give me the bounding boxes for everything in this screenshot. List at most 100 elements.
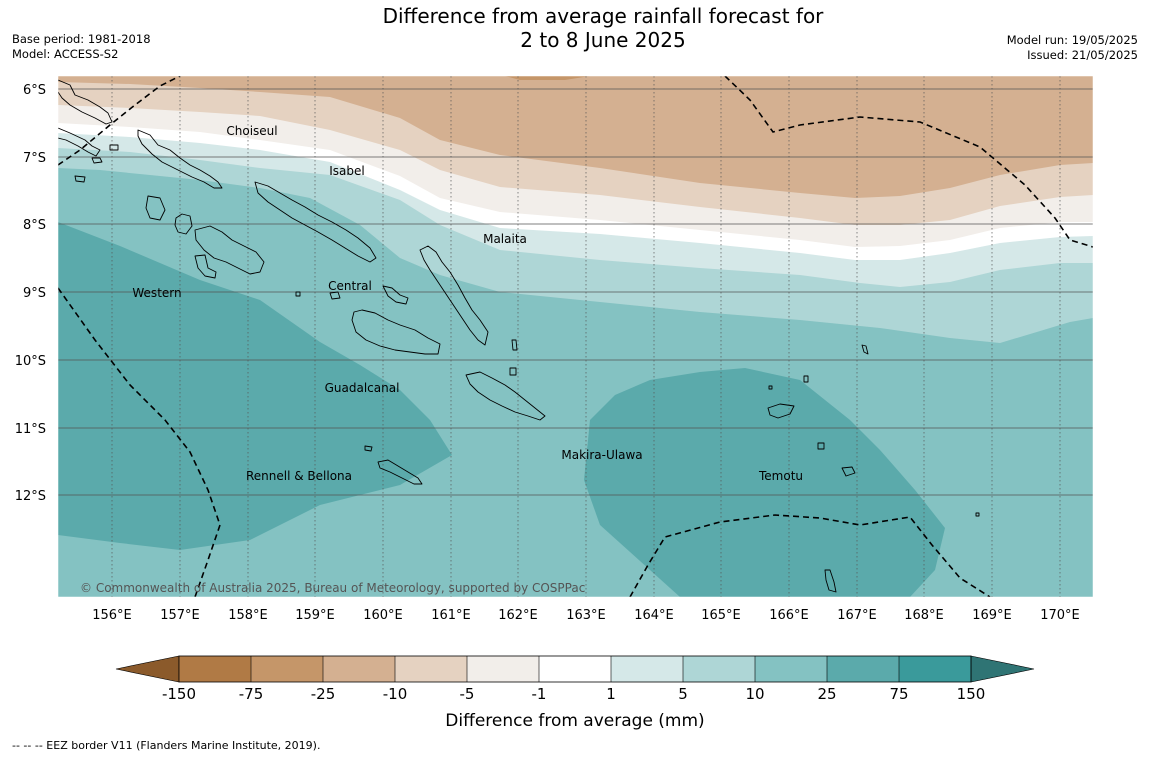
colorbar-tick-label: 5 (678, 685, 688, 703)
base-period-text: Base period: 1981-2018 (12, 32, 151, 46)
map-frame (57, 75, 1094, 598)
coastlines (58, 79, 980, 593)
model-text: Model: ACCESS-S2 (12, 47, 119, 61)
meta-left: Base period: 1981-2018 Model: ACCESS-S2 (12, 32, 151, 62)
lon-label: 170°E (1040, 608, 1080, 623)
eez-border-line (58, 76, 181, 166)
issued-text: Issued: 21/05/2025 (1027, 48, 1138, 62)
lon-label: 161°E (431, 608, 471, 623)
colorbar-bin (179, 656, 251, 682)
coastline-rennell (364, 445, 423, 485)
lon-label: 169°E (972, 608, 1012, 623)
lon-label: 166°E (769, 608, 809, 623)
coastline-small-isles-nw (74, 144, 119, 183)
coastline-vanikoro (841, 466, 856, 477)
lon-label: 159°E (295, 608, 335, 623)
colorbar-tick-label: -10 (383, 685, 408, 703)
lat-label: 8°S (23, 218, 46, 233)
lat-label: 7°S (23, 151, 46, 166)
colorbar-frame (178, 655, 972, 683)
place-label-central: Central (328, 279, 372, 293)
colorbar-tick-label: -5 (460, 685, 475, 703)
lon-label: 163°E (566, 608, 606, 623)
colorbar-bin (611, 656, 683, 682)
place-label-western: Western (132, 286, 181, 300)
colorbar-title: Difference from average (mm) (445, 711, 704, 731)
lon-label: 158°E (228, 608, 268, 623)
field-below-10 (58, 76, 1093, 198)
coastline-isabel (254, 181, 377, 263)
lon-label: 157°E (160, 608, 200, 623)
lat-label: 12°S (15, 489, 46, 504)
colorbar-tick-label: -150 (162, 685, 196, 703)
colorbar-bin (467, 656, 539, 682)
colorbar-tick-labels: -150 -75 -25 -10 -5 -1 1 5 10 25 75 150 (162, 685, 985, 703)
place-label-choiseul: Choiseul (226, 124, 277, 138)
coastline-guadalcanal (351, 309, 441, 355)
field-25-75-west (58, 222, 452, 550)
coastline-tikopia (975, 512, 980, 517)
coastline-anuta (824, 569, 837, 593)
lon-label: 168°E (904, 608, 944, 623)
coastline-russell-isles (295, 291, 341, 300)
coastline-bougainville (58, 79, 113, 125)
coastline-santa-cruz (767, 375, 809, 419)
place-label-malaita: Malaita (483, 232, 527, 246)
field-below-25 (505, 76, 590, 80)
colorbar-bin (899, 656, 971, 682)
coastline-new-georgia (145, 195, 265, 279)
lon-label: 165°E (701, 608, 741, 623)
colorbar-tick-label: -25 (311, 685, 336, 703)
eez-borders (58, 76, 1093, 597)
field-25-75-east (584, 368, 945, 597)
colorbar-bin (683, 656, 755, 682)
meta-right: Model run: 19/05/2025 Issued: 21/05/2025 (1007, 33, 1138, 63)
coastline-malaita (419, 245, 489, 346)
colorbar-tick-label: 150 (957, 685, 986, 703)
colorbar-bin (251, 656, 323, 682)
map-title-line1: Difference from average rainfall forecas… (382, 4, 824, 28)
colorbar-bin (323, 656, 395, 682)
colorbar-tick-label: 10 (745, 685, 764, 703)
graticule (58, 76, 1093, 597)
contour-fields (58, 76, 1093, 597)
coastline-utupua (817, 442, 825, 450)
lon-label: 160°E (363, 608, 403, 623)
place-label-guadalcanal: Guadalcanal (325, 381, 400, 395)
colorbar-bin (827, 656, 899, 682)
lon-label: 156°E (92, 608, 132, 623)
coastline-choiseul (137, 129, 223, 189)
lat-label: 10°S (15, 354, 46, 369)
lat-label: 6°S (23, 83, 46, 98)
map-title: Difference from average rainfall forecas… (300, 4, 906, 52)
colorbar: -150 -75 -25 -10 -5 -1 1 5 10 25 75 150 … (115, 655, 1035, 731)
latitude-labels: 6°S 7°S 8°S 9°S 10°S 11°S 12°S (15, 83, 46, 504)
map-title-line2: 2 to 8 June 2025 (520, 28, 686, 52)
colorbar-dividers (250, 656, 900, 682)
coastline-ulawa (509, 367, 517, 376)
longitude-labels: 156°E 157°E 158°E 159°E 160°E 161°E 162°… (92, 608, 1080, 623)
place-label-makira-ulawa: Makira-Ulawa (561, 448, 642, 462)
colorbar-tick-label: 1 (606, 685, 616, 703)
coastline-florida-isles (382, 285, 409, 305)
coastline-makira (465, 371, 546, 421)
colorbar-tick-label: -1 (532, 685, 547, 703)
lat-label: 11°S (15, 422, 46, 437)
place-labels: Choiseul Isabel Malaita Central Western … (132, 124, 803, 483)
eez-border-line (58, 287, 221, 597)
place-label-isabel: Isabel (329, 164, 364, 178)
lon-label: 162°E (498, 608, 538, 623)
coastline-shortland (58, 127, 101, 157)
colorbar-extend-low (115, 655, 180, 683)
place-label-temotu: Temotu (758, 469, 803, 483)
eez-border-line (724, 76, 1093, 248)
eez-footnote: -- -- -- EEZ border V11 (Flanders Marine… (12, 739, 321, 752)
colorbar-bin (395, 656, 467, 682)
model-run-text: Model run: 19/05/2025 (1006, 33, 1138, 47)
lon-label: 164°E (634, 608, 674, 623)
colorbar-extend-high (970, 655, 1035, 683)
copyright-text: © Commonwealth of Australia 2025, Bureau… (80, 581, 585, 595)
colorbar-tick-label: 75 (889, 685, 908, 703)
coastline-duff-isles (861, 344, 869, 355)
